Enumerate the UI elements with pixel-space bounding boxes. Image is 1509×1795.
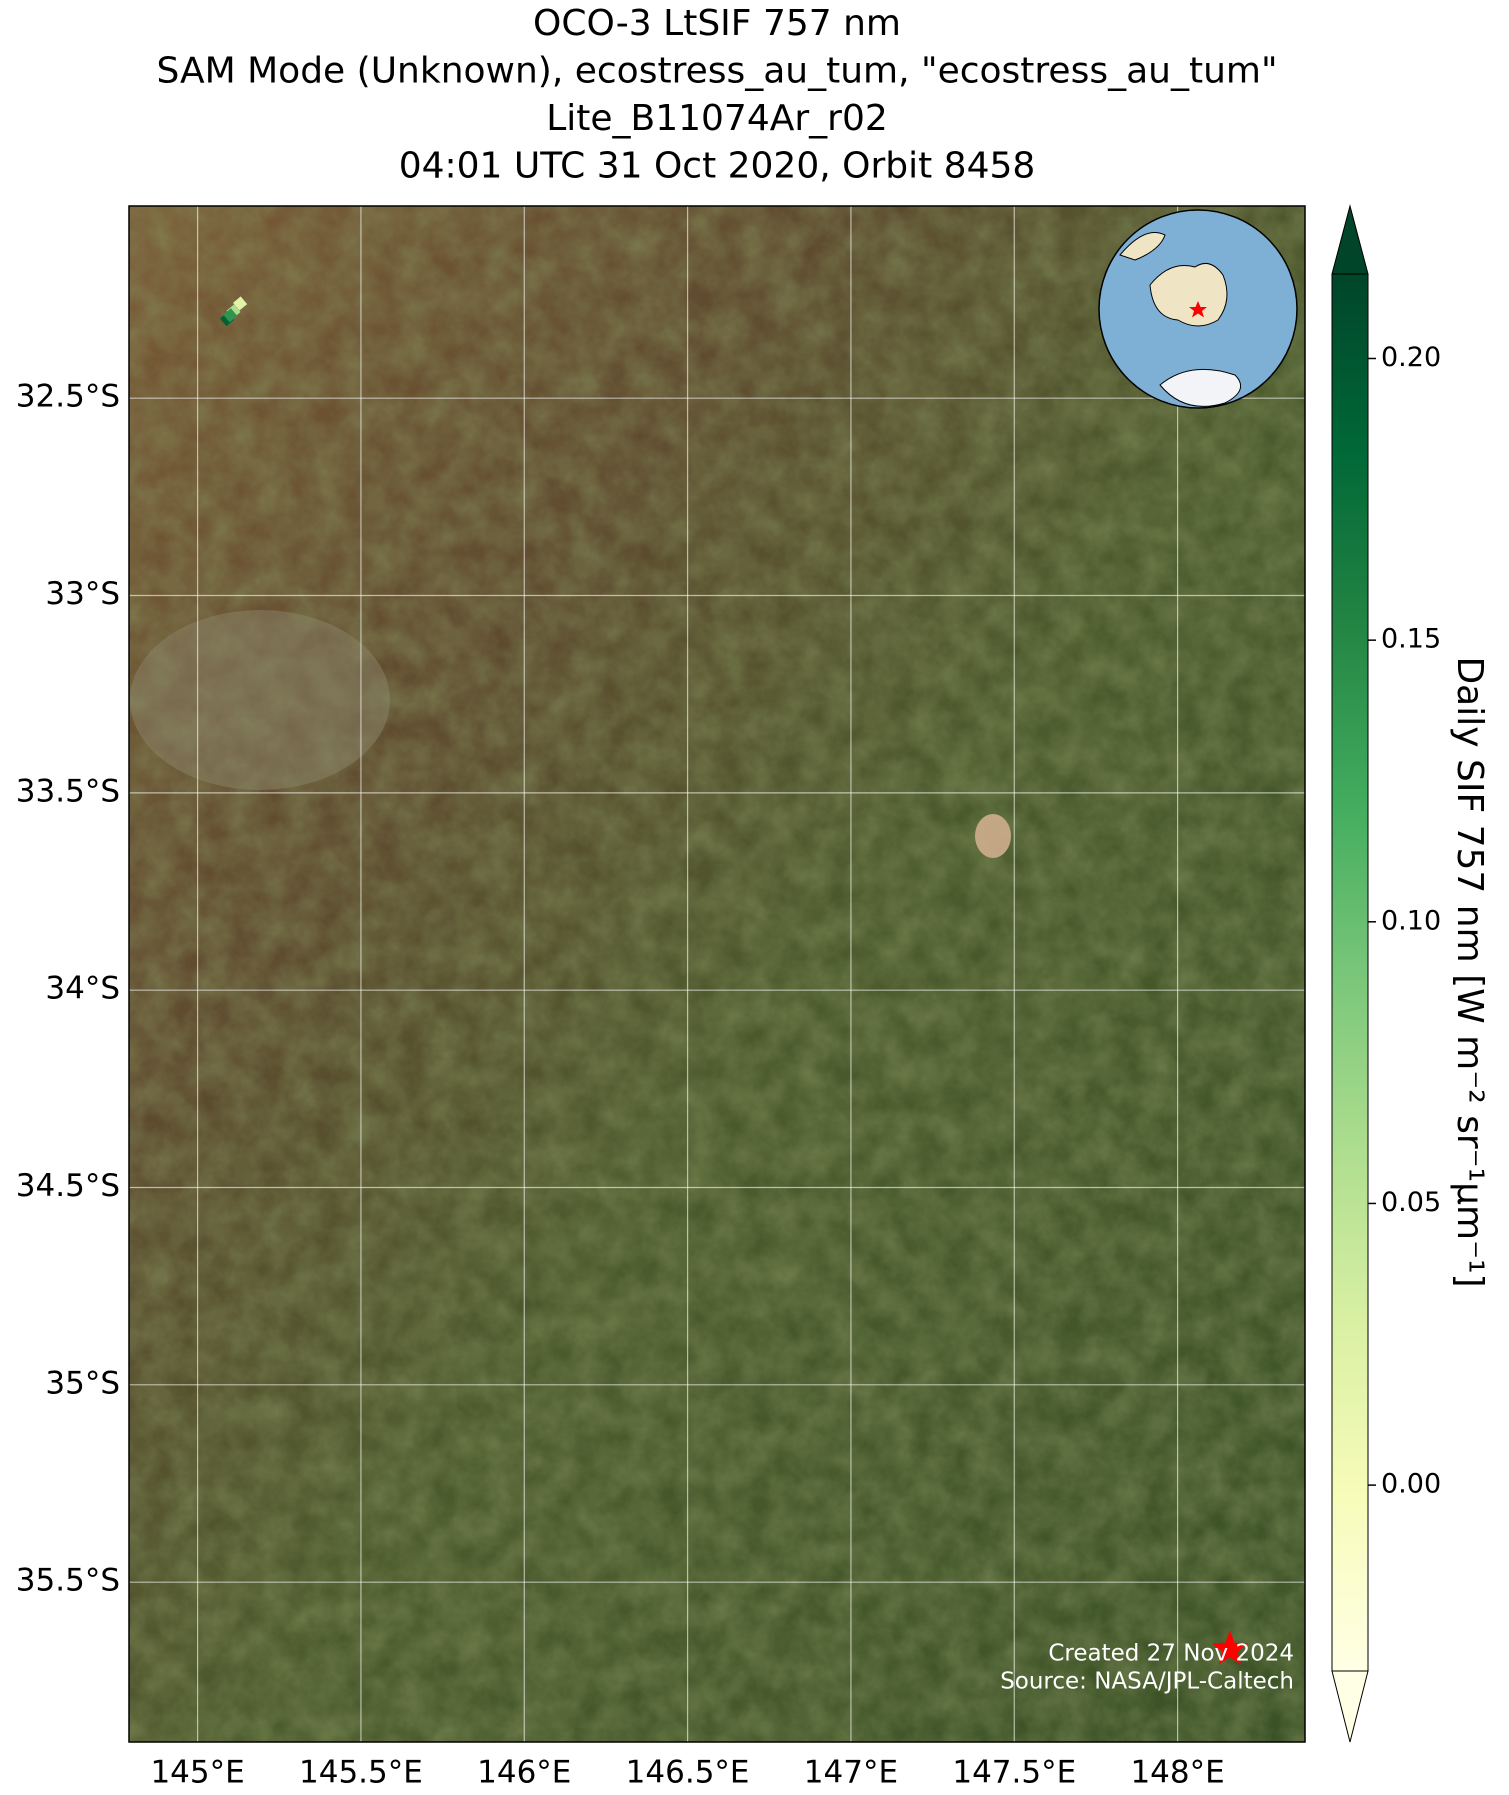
colorbar-extend-bottom [1331, 1670, 1369, 1743]
x-tick-label: 147°E [804, 1755, 898, 1791]
chart-title: 04:01 UTC 31 Oct 2020, Orbit 8458 [399, 146, 1036, 187]
colorbar [1331, 273, 1369, 1672]
colorbar-extend-top [1331, 204, 1369, 275]
colorbar-tick-label: 0.20 [1381, 342, 1441, 373]
colorbar-tick-label: 0.10 [1381, 905, 1441, 936]
x-tick-label: 145°E [150, 1755, 244, 1791]
chart-title: SAM Mode (Unknown), ecostress_au_tum, "e… [156, 51, 1277, 92]
x-tick-label: 146.5°E [626, 1755, 750, 1791]
chart-title: OCO-3 LtSIF 757 nm [533, 3, 901, 44]
sounding [233, 296, 248, 311]
sounding [223, 308, 238, 323]
site-marker [1211, 1630, 1248, 1665]
chart-title: Lite_B11074Ar_r02 [546, 98, 888, 139]
map-background [129, 206, 1305, 1742]
annotation: Source: NASA/JPL-Caltech [1000, 1669, 1294, 1695]
y-tick-label: 35°S [45, 1365, 120, 1401]
y-tick-label: 34°S [45, 971, 120, 1007]
colorbar-tick-label: 0.00 [1381, 1469, 1441, 1500]
y-tick-label: 34.5°S [16, 1168, 120, 1204]
colorbar-tick-label: 0.05 [1381, 1187, 1441, 1218]
annotation: Created 27 Nov 2024 [1048, 1641, 1294, 1667]
x-tick-label: 145.5°E [299, 1755, 423, 1791]
x-tick-label: 147.5°E [952, 1755, 1076, 1791]
x-tick-label: 146°E [477, 1755, 571, 1791]
globe-inset [1098, 209, 1298, 409]
colorbar-tick-label: 0.15 [1381, 624, 1441, 655]
map-frame [128, 205, 1306, 1743]
colorbar-label: Daily SIF 757 nm [W m⁻² sr⁻¹μm⁻¹] [1449, 656, 1490, 1287]
y-tick-label: 32.5°S [16, 379, 120, 415]
y-tick-label: 33.5°S [16, 773, 120, 809]
x-tick-label: 148°E [1130, 1755, 1224, 1791]
y-tick-label: 35.5°S [16, 1563, 120, 1599]
y-tick-label: 33°S [45, 576, 120, 612]
